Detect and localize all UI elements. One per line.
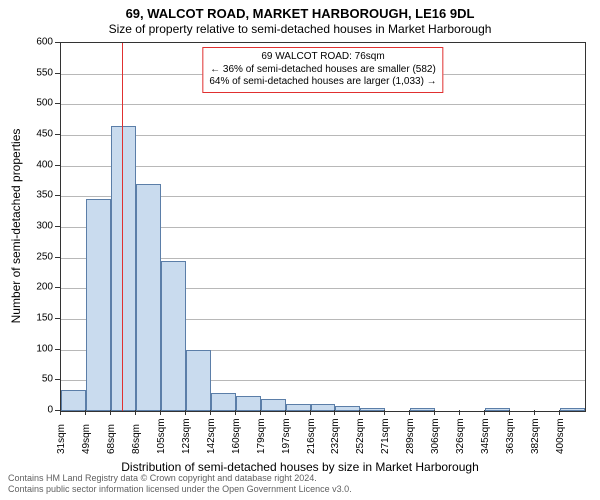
- x-tick-mark: [434, 410, 435, 415]
- x-tick-label: 197sqm: [281, 418, 292, 454]
- x-tick-label: 363sqm: [505, 418, 516, 454]
- x-tick-label: 271sqm: [380, 418, 391, 454]
- x-tick-mark: [384, 410, 385, 415]
- histogram-bar: [485, 408, 510, 411]
- x-tick-label: 179sqm: [256, 418, 267, 454]
- histogram-bar: [61, 390, 86, 411]
- x-tick-mark: [235, 410, 236, 415]
- x-tick-mark: [285, 410, 286, 415]
- y-tick-label: 600: [36, 37, 53, 48]
- x-tick-label: 345sqm: [480, 418, 491, 454]
- x-tick-mark: [185, 410, 186, 415]
- y-tick-label: 0: [47, 405, 53, 416]
- x-tick-label: 382sqm: [530, 418, 541, 454]
- gridline: [61, 104, 585, 105]
- histogram-bar: [335, 406, 360, 411]
- annotation-line-3: 64% of semi-detached houses are larger (…: [209, 76, 436, 89]
- x-tick-label: 68sqm: [106, 424, 117, 454]
- x-tick-label: 252sqm: [355, 418, 366, 454]
- histogram-bar: [161, 261, 186, 411]
- y-tick-label: 350: [36, 190, 53, 201]
- x-tick-label: 86sqm: [131, 424, 142, 454]
- x-tick-label: 216sqm: [306, 418, 317, 454]
- x-tick-mark: [110, 410, 111, 415]
- histogram-bar: [111, 126, 136, 411]
- footer-line-1: Contains HM Land Registry data © Crown c…: [8, 473, 352, 485]
- histogram-bar: [286, 404, 311, 411]
- x-tick-label: 123sqm: [181, 418, 192, 454]
- x-tick-label: 289sqm: [405, 418, 416, 454]
- y-tick-mark: [55, 73, 60, 74]
- chart-container: 69, WALCOT ROAD, MARKET HARBOROUGH, LE16…: [0, 0, 600, 500]
- x-tick-mark: [359, 410, 360, 415]
- y-tick-label: 400: [36, 159, 53, 170]
- y-tick-mark: [55, 195, 60, 196]
- x-tick-mark: [559, 410, 560, 415]
- footer-attribution: Contains HM Land Registry data © Crown c…: [8, 473, 352, 496]
- histogram-bar: [560, 408, 585, 411]
- y-tick-label: 450: [36, 129, 53, 140]
- plot-area: 69 WALCOT ROAD: 76sqm ← 36% of semi-deta…: [60, 42, 586, 412]
- histogram-bar: [136, 184, 161, 411]
- y-tick-mark: [55, 349, 60, 350]
- x-tick-mark: [160, 410, 161, 415]
- annotation-box: 69 WALCOT ROAD: 76sqm ← 36% of semi-deta…: [202, 47, 443, 93]
- histogram-bar: [410, 408, 435, 411]
- gridline: [61, 166, 585, 167]
- x-tick-mark: [459, 410, 460, 415]
- x-tick-mark: [210, 410, 211, 415]
- y-tick-mark: [55, 226, 60, 227]
- x-tick-mark: [409, 410, 410, 415]
- x-tick-label: 232sqm: [330, 418, 341, 454]
- y-tick-mark: [55, 379, 60, 380]
- histogram-bar: [360, 408, 385, 411]
- property-marker-line: [122, 43, 123, 411]
- chart-title: 69, WALCOT ROAD, MARKET HARBOROUGH, LE16…: [0, 0, 600, 21]
- histogram-bar: [236, 396, 261, 411]
- x-tick-mark: [310, 410, 311, 415]
- y-tick-label: 500: [36, 98, 53, 109]
- y-tick-label: 100: [36, 343, 53, 354]
- chart-subtitle: Size of property relative to semi-detach…: [0, 21, 600, 36]
- x-tick-label: 326sqm: [455, 418, 466, 454]
- annotation-line-2: ← 36% of semi-detached houses are smalle…: [209, 64, 436, 77]
- x-tick-mark: [334, 410, 335, 415]
- x-tick-label: 142sqm: [206, 418, 217, 454]
- y-axis-title: Number of semi-detached properties: [9, 129, 23, 324]
- x-tick-mark: [260, 410, 261, 415]
- annotation-line-1: 69 WALCOT ROAD: 76sqm: [209, 51, 436, 64]
- x-tick-mark: [60, 410, 61, 415]
- histogram-bar: [86, 199, 111, 411]
- x-tick-label: 160sqm: [231, 418, 242, 454]
- histogram-bar: [186, 350, 211, 411]
- y-tick-mark: [55, 257, 60, 258]
- y-tick-label: 250: [36, 251, 53, 262]
- y-tick-mark: [55, 318, 60, 319]
- y-tick-mark: [55, 103, 60, 104]
- y-tick-label: 50: [42, 374, 53, 385]
- y-tick-mark: [55, 42, 60, 43]
- x-tick-label: 31sqm: [56, 424, 67, 454]
- y-tick-mark: [55, 287, 60, 288]
- y-tick-mark: [55, 165, 60, 166]
- y-tick-label: 150: [36, 313, 53, 324]
- x-tick-mark: [85, 410, 86, 415]
- x-tick-mark: [534, 410, 535, 415]
- x-tick-mark: [509, 410, 510, 415]
- y-tick-mark: [55, 134, 60, 135]
- x-tick-label: 105sqm: [156, 418, 167, 454]
- gridline: [61, 135, 585, 136]
- x-tick-mark: [135, 410, 136, 415]
- x-tick-label: 306sqm: [430, 418, 441, 454]
- footer-line-2: Contains public sector information licen…: [8, 484, 352, 496]
- histogram-bar: [261, 399, 286, 411]
- y-tick-label: 300: [36, 221, 53, 232]
- histogram-bar: [311, 404, 336, 411]
- histogram-bar: [211, 393, 236, 411]
- x-tick-label: 400sqm: [555, 418, 566, 454]
- x-tick-label: 49sqm: [81, 424, 92, 454]
- x-tick-mark: [484, 410, 485, 415]
- y-tick-label: 200: [36, 282, 53, 293]
- y-tick-label: 550: [36, 67, 53, 78]
